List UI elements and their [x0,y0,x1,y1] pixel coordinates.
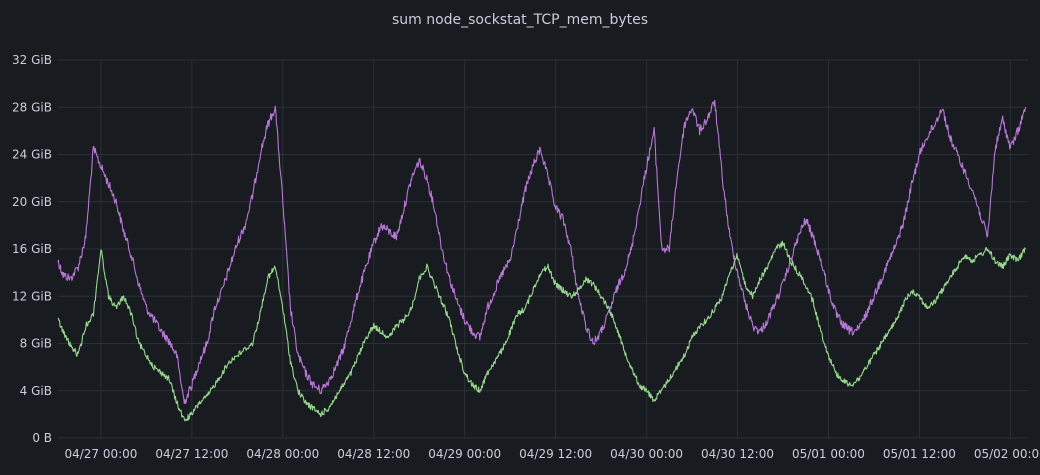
x-tick-label: 05/01 00:00 [792,447,865,461]
y-tick-label: 28 GiB [12,100,52,114]
x-axis: 04/27 00:00 04/27 12:00 04/28 00:00 04/28 1… [64,447,1040,461]
y-tick-label: 8 GiB [20,337,52,351]
y-tick-label: 4 GiB [20,384,52,398]
series-line[interactable] [57,99,1027,405]
x-tick-label: 04/28 12:00 [337,447,410,461]
grid [58,59,1028,439]
panel-title: sum node_sockstat_TCP_mem_bytes [391,12,649,28]
y-tick-label: 16 GiB [12,242,52,256]
x-tick-label: 04/27 12:00 [155,447,228,461]
y-tick-label: 20 GiB [12,195,52,209]
y-tick-label: 12 GiB [12,289,52,303]
y-axis: 0 B 4 GiB 8 GiB 12 GiB 16 GiB 20 GiB 24 GiB 28 … [12,53,52,445]
x-tick-label: 04/27 00:00 [64,447,137,461]
x-tick-label: 04/30 12:00 [701,447,774,461]
x-tick-label: 04/29 12:00 [519,447,592,461]
series-layer [57,99,1027,422]
x-tick-label: 04/29 00:00 [428,447,501,461]
y-tick-label: 24 GiB [12,148,52,162]
series-line[interactable] [57,240,1026,422]
x-tick-label: 04/28 00:00 [246,447,319,461]
x-tick-label: 05/02 00:00 [974,447,1040,461]
x-tick-label: 04/30 00:00 [610,447,683,461]
y-tick-label: 0 B [32,431,52,445]
x-tick-label: 05/01 12:00 [883,447,956,461]
y-tick-label: 32 GiB [12,53,52,67]
